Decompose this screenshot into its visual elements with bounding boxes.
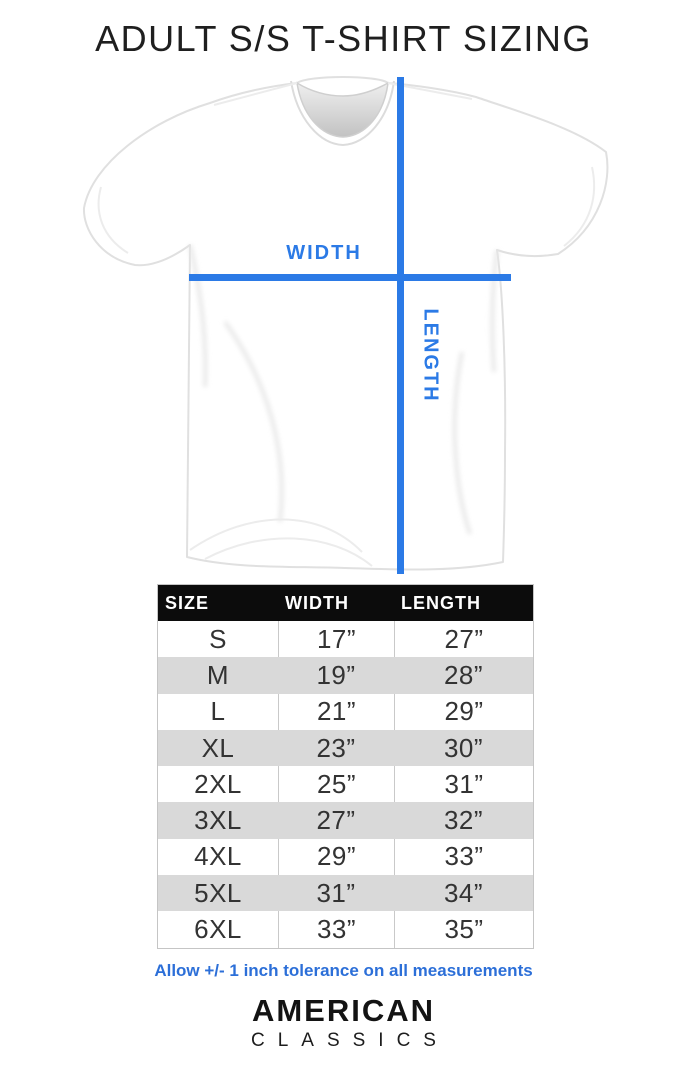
table-cell: 30” — [443, 732, 484, 763]
table-cell: 33” — [394, 838, 533, 876]
table-cell: 2XL — [194, 768, 242, 799]
table-cell: 31” — [394, 766, 533, 803]
table-row: XL 23” 30” — [158, 729, 533, 767]
table-cell: L — [210, 696, 226, 727]
width-line — [189, 274, 511, 281]
table-cell: 27” — [316, 805, 356, 836]
table-row: M 19” 28” — [158, 657, 533, 694]
table-cell: 33” — [278, 911, 394, 948]
table-cell: 17” — [278, 621, 394, 658]
length-line — [397, 77, 404, 574]
table-cell: 32” — [443, 805, 484, 836]
length-label: LENGTH — [419, 308, 442, 403]
column-header-width: WIDTH — [285, 592, 349, 613]
size-chart-table: SIZE WIDTH LENGTH S 17” 27” M 19” 28” L 21” 29” X… — [157, 584, 534, 949]
table-row: 6XL 33” 35” — [158, 911, 533, 948]
table-row: S 17” 27” — [158, 621, 533, 658]
column-header-length: LENGTH — [401, 592, 481, 613]
table-cell: XL — [201, 732, 235, 763]
tshirt-shading — [188, 244, 499, 535]
width-label: WIDTH — [286, 242, 362, 264]
table-row: 5XL 31” 34” — [158, 875, 533, 912]
table-cell: S — [209, 623, 227, 654]
brand-name-classics: CLASSICS — [251, 1030, 449, 1051]
table-cell: 28” — [443, 659, 484, 690]
table-row: L 21” 29” — [158, 693, 533, 730]
tolerance-note: Allow +/- 1 inch tolerance on all measur… — [154, 961, 533, 980]
table-cell: 23” — [316, 732, 356, 763]
table-header-row: SIZE WIDTH LENGTH — [158, 585, 533, 621]
column-header-size: SIZE — [165, 592, 210, 613]
brand-name-american: AMERICAN — [251, 993, 436, 1028]
table-cell: 6XL — [194, 914, 242, 945]
collar-opening — [296, 81, 389, 138]
tshirt-graphic — [82, 76, 609, 574]
size-table-rows: S 17” 27” M 19” 28” L 21” 29” XL 23” 30” 2XL 25” 31” 3X… — [158, 621, 533, 948]
page-title: ADULT S/S T-SHIRT SIZING — [95, 18, 592, 59]
table-cell: 27” — [394, 621, 533, 658]
table-cell: M — [206, 659, 230, 690]
table-cell: 29” — [278, 838, 394, 876]
table-row: 4XL 29” 33” — [158, 838, 533, 876]
tshirt-seams — [97, 82, 596, 567]
tshirt-silhouette — [82, 76, 609, 571]
table-cell: 35” — [394, 911, 533, 948]
table-cell: 19” — [316, 659, 356, 690]
table-cell: 34” — [443, 877, 484, 908]
collar-band — [290, 80, 395, 147]
table-cell: 21” — [278, 693, 394, 730]
table-cell: 25” — [278, 766, 394, 803]
table-row: 2XL 25” 31” — [158, 766, 533, 803]
table-row: 3XL 27” 32” — [158, 802, 533, 839]
table-cell: 5XL — [194, 877, 242, 908]
brand-logo: AMERICAN CLASSICS — [0, 995, 687, 1050]
table-cell: 3XL — [194, 805, 242, 836]
table-cell: 4XL — [194, 841, 242, 872]
table-cell: 31” — [316, 877, 356, 908]
table-cell: 29” — [394, 693, 533, 730]
